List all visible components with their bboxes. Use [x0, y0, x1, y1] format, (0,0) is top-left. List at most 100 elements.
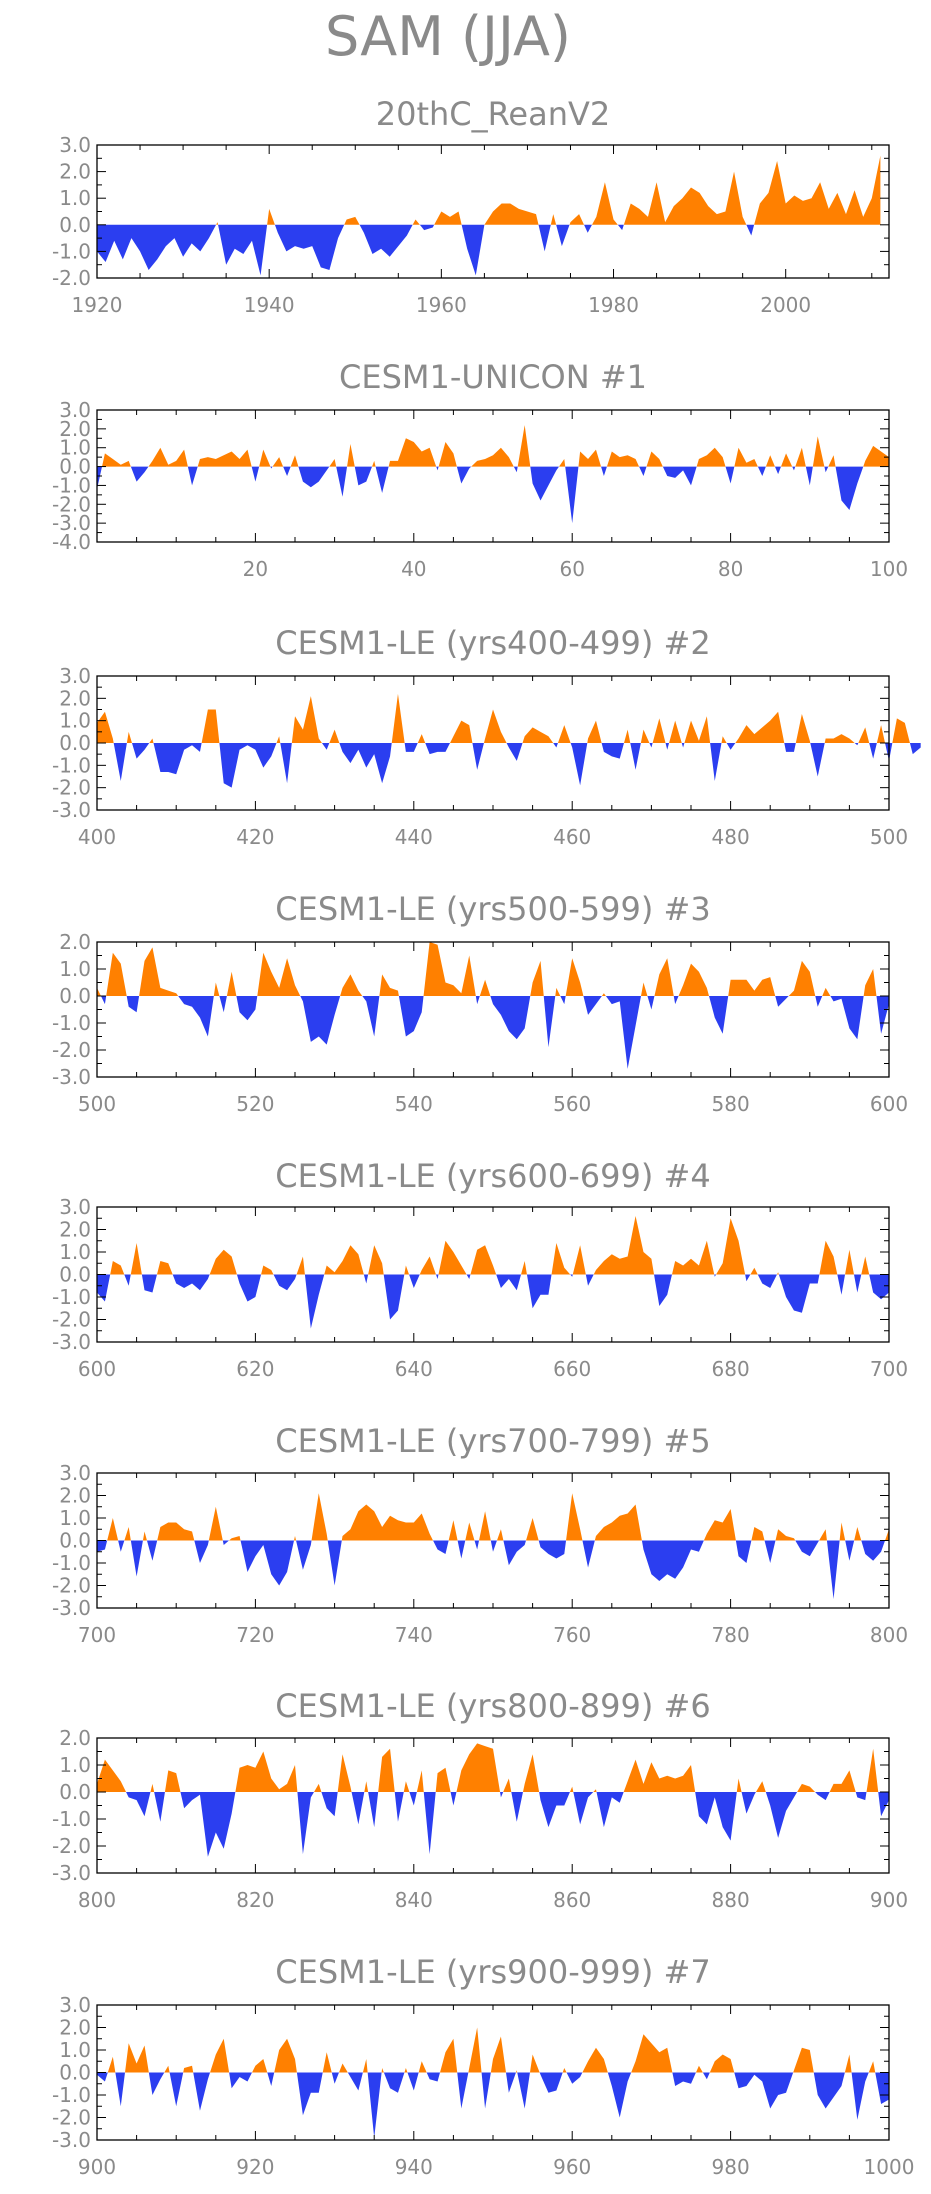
series-points — [97, 942, 890, 1070]
x-tick-label: 920 — [236, 2155, 274, 2179]
x-tick-label: 60 — [559, 557, 584, 581]
x-tick-label: 640 — [395, 1357, 433, 1381]
y-tick-label: 3.0 — [59, 398, 91, 422]
y-tick-label: 3.0 — [59, 1195, 91, 1219]
y-tick-label: -2.0 — [52, 266, 91, 290]
x-tick-label: 560 — [553, 1092, 591, 1116]
positive-anomaly-area — [97, 942, 889, 996]
y-tick-label: 2.0 — [59, 2016, 91, 2040]
y-tick-label: 3.0 — [59, 1461, 91, 1485]
y-tick-label: -4.0 — [52, 530, 91, 554]
negative-anomaly-area — [97, 996, 889, 1069]
x-tick-label: 760 — [553, 1623, 591, 1647]
y-tick-label: -1.0 — [52, 1551, 91, 1575]
y-tick-label: 0.0 — [59, 1529, 91, 1553]
y-tick-label: -1.0 — [52, 1011, 91, 1035]
x-tick-label: 40 — [401, 557, 426, 581]
y-tick-label: -2.0 — [52, 776, 91, 800]
plot-frame — [96, 409, 890, 543]
y-tick-label: 0.0 — [59, 1780, 91, 1804]
y-tick-label: -2.0 — [52, 2106, 91, 2130]
y-tick-label: 3.0 — [59, 133, 91, 157]
x-tick-label: 840 — [395, 1888, 433, 1912]
chart-title: CESM1-LE (yrs500-599) #3 — [275, 890, 710, 928]
x-tick-label: 680 — [712, 1357, 750, 1381]
y-tick-label: 2.0 — [59, 417, 91, 441]
y-tick-label: 0.0 — [59, 984, 91, 1008]
y-tick-label: 0.0 — [59, 213, 91, 237]
negative-anomaly-area — [97, 224, 881, 276]
y-tick-label: 2.0 — [59, 1218, 91, 1242]
y-tick-label: -2.0 — [52, 1308, 91, 1332]
positive-anomaly-area — [97, 1216, 889, 1275]
x-tick-label: 800 — [78, 1888, 116, 1912]
y-tick-label: 1.0 — [59, 2038, 91, 2062]
y-tick-label: 2.0 — [59, 930, 91, 954]
negative-anomaly-area — [97, 466, 889, 524]
y-tick-label: -3.0 — [52, 1861, 91, 1885]
positive-anomaly-area — [97, 425, 889, 467]
x-tick-label: 600 — [870, 1092, 908, 1116]
y-tick-label: -1.0 — [52, 1807, 91, 1831]
x-tick-label: 600 — [78, 1357, 116, 1381]
y-tick-label: 3.0 — [59, 664, 91, 688]
x-tick-label: 960 — [553, 2155, 591, 2179]
y-tick-label: -2.0 — [52, 1834, 91, 1858]
x-tick-label: 700 — [78, 1623, 116, 1647]
y-tick-label: -2.0 — [52, 492, 91, 516]
chart-title: CESM1-LE (yrs600-699) #4 — [275, 1157, 710, 1195]
y-tick-label: -1.0 — [52, 2083, 91, 2107]
chart-title: 20thC_ReanV2 — [376, 95, 611, 133]
x-tick-label: 800 — [870, 1623, 908, 1647]
chart-panel-4: CESM1-LE (yrs500-599) #3 2.0 1.0 0.0 -1.0 -2.… — [52, 890, 908, 1116]
x-tick-label: 20 — [243, 557, 268, 581]
chart-panel-8: CESM1-LE (yrs900-999) #7 3.02.01.00.0-1.0… — [52, 1953, 914, 2179]
y-tick-label: 2.0 — [59, 160, 91, 184]
y-tick-label: -3.0 — [52, 511, 91, 535]
positive-anomaly-area — [97, 1743, 889, 1792]
y-tick-label: 1.0 — [59, 1240, 91, 1264]
x-tick-label: 900 — [78, 2155, 116, 2179]
x-tick-label: 540 — [395, 1092, 433, 1116]
y-tick-label: 0.0 — [59, 1263, 91, 1287]
x-tick-label: 500 — [78, 1092, 116, 1116]
y-tick-label: 3.0 — [59, 1993, 91, 2017]
x-tick-label: 80 — [718, 557, 743, 581]
y-tick-label: 2.0 — [59, 1726, 91, 1750]
x-tick-label: 620 — [236, 1357, 274, 1381]
y-tick-label: 1.0 — [59, 1506, 91, 1530]
x-tick-label: 860 — [553, 1888, 591, 1912]
y-tick-label: 2.0 — [59, 1484, 91, 1508]
x-tick-label: 1000 — [864, 2155, 915, 2179]
x-tick-label: 820 — [236, 1888, 274, 1912]
x-tick-label: 900 — [870, 1888, 908, 1912]
y-tick-label: 0.0 — [59, 2061, 91, 2085]
y-tick-label: 1.0 — [59, 436, 91, 460]
x-tick-label: 440 — [395, 825, 433, 849]
y-tick-label: 1.0 — [59, 709, 91, 733]
chart-panel-5: CESM1-LE (yrs600-699) #4 3.02.01.00.0-1.0… — [52, 1157, 908, 1381]
y-tick-label: -1.0 — [52, 1285, 91, 1309]
y-tick-label: -3.0 — [52, 798, 91, 822]
negative-anomaly-area — [97, 1792, 889, 1857]
x-tick-label: 720 — [236, 1623, 274, 1647]
y-tick-label: 1.0 — [59, 957, 91, 981]
negative-anomaly-area — [97, 1274, 889, 1329]
x-tick-label: 420 — [236, 825, 274, 849]
positive-anomaly-area — [97, 693, 921, 743]
y-tick-label: 0.0 — [59, 731, 91, 755]
positive-anomaly-area — [97, 2027, 889, 2073]
y-tick-label: -3.0 — [52, 1330, 91, 1354]
page-title: SAM (JJA) — [325, 5, 571, 68]
x-tick-label: 520 — [236, 1092, 274, 1116]
x-tick-label: 1980 — [588, 293, 639, 317]
y-tick-label: 2.0 — [59, 686, 91, 710]
x-tick-label: 880 — [712, 1888, 750, 1912]
chart-title: CESM1-UNICON #1 — [339, 358, 647, 396]
series-points — [97, 425, 890, 524]
negative-anomaly-area — [97, 743, 921, 788]
y-tick-label: 1.0 — [59, 186, 91, 210]
x-tick-label: 660 — [553, 1357, 591, 1381]
positive-anomaly-area — [97, 1493, 889, 1541]
